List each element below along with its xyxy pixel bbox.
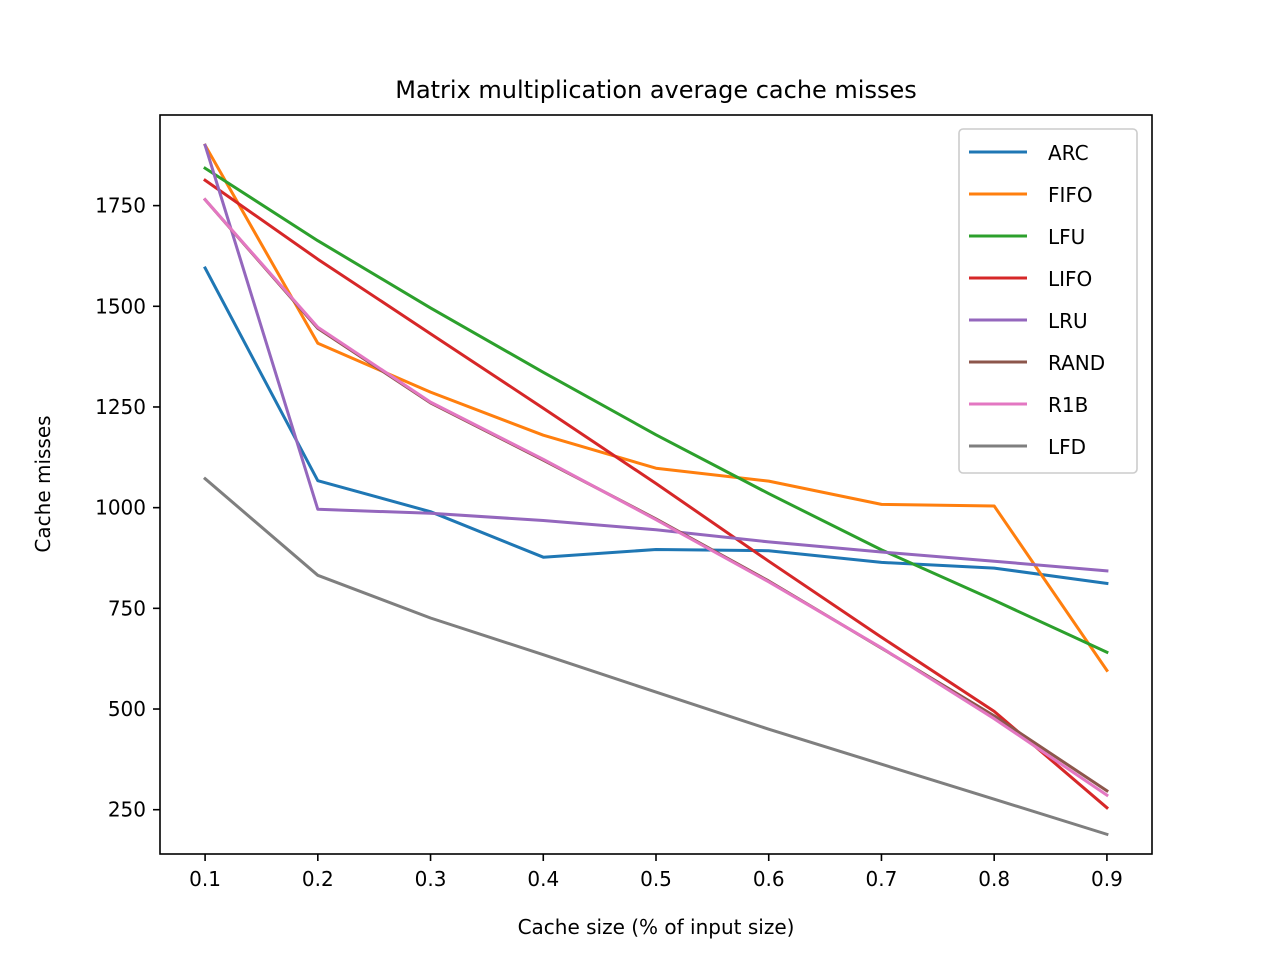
legend-label-lru: LRU [1048, 309, 1088, 333]
x-tick-label: 0.5 [640, 867, 672, 891]
x-tick-label: 0.1 [189, 867, 221, 891]
series-line-lfu [203, 166, 1109, 655]
series-line-fifo [203, 143, 1109, 673]
plot-frame [159, 114, 1153, 855]
x-tick-label: 0.8 [978, 867, 1010, 891]
plot-lines [202, 143, 1110, 837]
y-tick-label: 1000 [95, 496, 146, 520]
legend: ARC FIFO LFU LIFO LRU RAND R1B LFD [958, 128, 1138, 474]
x-tick-label: 0.9 [1091, 867, 1123, 891]
series-line-r1b [202, 197, 1109, 798]
y-axis-label: Cache misses [31, 415, 55, 552]
y-tick-label: 750 [108, 596, 146, 620]
ticks: 0.1 0.2 0.3 0.4 0.5 0.6 0.7 0.8 0.9 250 500 750 1000… [95, 194, 1123, 891]
legend-label-arc: ARC [1048, 141, 1089, 165]
legend-label-lfd: LFD [1048, 435, 1086, 459]
series-line-lru [203, 143, 1109, 573]
x-tick-label: 0.2 [302, 867, 334, 891]
series-line-lfd [202, 476, 1109, 837]
series-line-lifo [203, 178, 1110, 810]
legend-box [958, 128, 1138, 474]
chart-title: Matrix multiplication average cache miss… [395, 76, 917, 104]
y-tick-label: 250 [108, 798, 146, 822]
y-tick-label: 1750 [95, 194, 146, 218]
series-line-arc [203, 265, 1109, 586]
x-tick-label: 0.6 [753, 867, 785, 891]
x-axis-label: Cache size (% of input size) [518, 915, 795, 939]
y-tick-label: 1500 [95, 294, 146, 318]
y-tick-label: 500 [108, 697, 146, 721]
x-tick-label: 0.4 [527, 867, 559, 891]
legend-label-rand: RAND [1048, 351, 1105, 375]
x-tick-label: 0.7 [866, 867, 898, 891]
legend-label-lifo: LIFO [1048, 267, 1092, 291]
y-tick-label: 1250 [95, 395, 146, 419]
legend-label-fifo: FIFO [1048, 183, 1093, 207]
legend-label-r1b: R1B [1048, 393, 1088, 417]
legend-label-lfu: LFU [1048, 225, 1085, 249]
x-tick-label: 0.3 [415, 867, 447, 891]
